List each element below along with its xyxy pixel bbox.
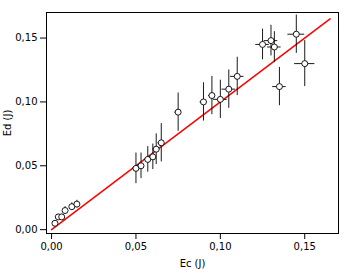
svg-text:0,10: 0,10 [15,96,37,107]
svg-text:0,05: 0,05 [125,241,147,252]
svg-text:0,10: 0,10 [209,241,231,252]
svg-text:0,00: 0,00 [40,241,62,252]
svg-text:0,00: 0,00 [15,224,37,235]
svg-text:0,05: 0,05 [15,160,37,171]
svg-text:0,15: 0,15 [15,32,37,43]
svg-text:0,15: 0,15 [294,241,316,252]
svg-text:Ec (J): Ec (J) [180,258,206,269]
svg-text:Ed (J): Ed (J) [2,110,13,137]
